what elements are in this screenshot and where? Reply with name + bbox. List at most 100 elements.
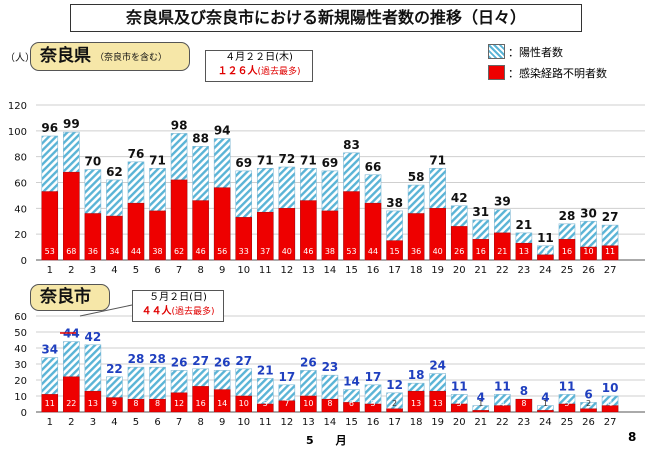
pref-x-tick-label: 12 <box>280 265 293 276</box>
pref-y-tick-label: 60 <box>14 179 27 190</box>
city-unknown-value-label: 22 <box>66 399 76 408</box>
pref-x-tick-label: 23 <box>518 265 531 276</box>
city-x-tick-label: 18 <box>410 417 423 428</box>
pref-unknown-value-label: 37 <box>260 247 270 256</box>
pref-positive-value-label: 96 <box>41 121 58 135</box>
pref-x-tick-label: 13 <box>302 265 315 276</box>
city-positive-value-label: 11 <box>451 379 468 393</box>
pref-bar-unknown <box>41 191 59 261</box>
pref-positive-value-label: 31 <box>472 205 489 219</box>
pref-bar-unknown <box>580 246 597 261</box>
pref-unknown-value-label: 36 <box>88 247 98 256</box>
city-x-tick-label: 7 <box>176 417 182 428</box>
city-positive-value-label: 17 <box>365 370 382 384</box>
pref-unknown-value-label: 56 <box>217 247 227 256</box>
pref-y-tick-label: 80 <box>14 153 27 164</box>
city-unknown-value-label: 5 <box>263 399 268 408</box>
pref-positive-value-label: 11 <box>537 231 554 245</box>
city-x-tick-label: 14 <box>324 417 337 428</box>
pref-positive-value-label: 39 <box>494 195 511 209</box>
pref-y-tick-label: 0 <box>21 256 27 267</box>
pref-positive-value-label: 94 <box>214 124 231 138</box>
pref-x-tick-label: 27 <box>604 265 617 276</box>
city-unknown-value-label: 11 <box>45 399 55 408</box>
pref-x-tick-label: 4 <box>111 265 117 276</box>
pref-x-tick-label: 15 <box>345 265 358 276</box>
pref-unknown-value-label: 44 <box>368 247 378 256</box>
pref-x-tick-label: 5 <box>133 265 139 276</box>
city-bar-unknown <box>235 395 252 413</box>
city-unknown-value-label: 5 <box>564 399 569 408</box>
pref-x-tick-label: 16 <box>367 265 380 276</box>
city-bar-unknown <box>170 392 188 413</box>
pref-positive-value-label: 27 <box>602 210 619 224</box>
city-positive-value-label: 26 <box>171 355 188 369</box>
y-unit-label: （人） <box>5 52 35 64</box>
city-unknown-value-label: 8 <box>521 399 526 408</box>
city-bar-unknown <box>278 400 296 413</box>
pref-positive-value-label: 38 <box>386 196 403 210</box>
legend: ：陽性者数 ：感染経路不明者数 <box>488 42 638 82</box>
city-x-tick-label: 8 <box>197 417 203 428</box>
city-x-tick-label: 21 <box>474 417 487 428</box>
city-unknown-value-label: 5 <box>457 399 462 408</box>
city-bar-unknown <box>494 405 511 413</box>
pref-note-suffix: (過去最多) <box>257 67 301 77</box>
pref-bar-unknown <box>558 239 576 261</box>
pref-x-tick-label: 18 <box>410 265 423 276</box>
city-bar-unknown <box>149 398 166 413</box>
city-unknown-value-label: 1 <box>478 399 483 408</box>
pref-positive-value-label: 70 <box>85 155 102 169</box>
city-note-value: ４４人 <box>141 306 172 317</box>
city-bar-unknown <box>537 410 554 413</box>
pref-x-tick-label: 19 <box>431 265 444 276</box>
city-unknown-value-label: 7 <box>284 399 289 408</box>
pref-unknown-value-label: 68 <box>66 247 76 256</box>
city-y-tick-label: 30 <box>14 360 27 371</box>
city-x-tick-label: 10 <box>237 417 250 428</box>
city-positive-value-label: 27 <box>192 354 209 368</box>
city-unknown-value-label: 13 <box>433 399 443 408</box>
pref-positive-value-label: 71 <box>300 153 317 167</box>
pref-unknown-value-label: 16 <box>476 247 486 256</box>
pref-positive-value-label: 62 <box>106 165 123 179</box>
city-x-tick-label: 17 <box>388 417 401 428</box>
pref-x-tick-label: 20 <box>453 265 466 276</box>
city-x-tick-label: 9 <box>219 417 225 428</box>
city-positive-value-label: 34 <box>41 343 58 357</box>
city-unknown-value-label: 4 <box>500 399 505 408</box>
city-bar-unknown <box>321 398 339 413</box>
pref-x-tick-label: 8 <box>197 265 203 276</box>
city-positive-value-label: 8 <box>520 384 528 398</box>
city-unknown-value-label: 8 <box>133 399 138 408</box>
pref-positive-value-label: 88 <box>192 131 209 145</box>
legend-positive-label: ：陽性者数 <box>508 46 563 59</box>
city-positive-value-label: 27 <box>235 354 252 368</box>
city-bar-unknown <box>343 402 360 413</box>
city-x-tick-label: 16 <box>367 417 380 428</box>
city-positive-value-label: 42 <box>85 330 102 344</box>
city-positive-value-label: 21 <box>257 363 274 377</box>
pref-bar-unknown <box>515 242 533 261</box>
pref-bar-unknown <box>106 215 123 261</box>
pref-unknown-value-label: 53 <box>45 247 55 256</box>
city-bar-unknown <box>472 410 490 413</box>
pref-unknown-value-label: 16 <box>562 247 572 256</box>
pref-positive-value-label: 69 <box>322 156 339 170</box>
city-positive-value-label: 6 <box>584 387 592 401</box>
city-x-tick-label: 20 <box>453 417 466 428</box>
pref-unknown-value-label: 38 <box>152 247 162 256</box>
pref-x-tick-label: 1 <box>47 265 53 276</box>
city-bar-unknown <box>213 389 231 413</box>
city-x-tick-label: 2 <box>68 417 74 428</box>
city-positive-value-label: 24 <box>429 359 446 373</box>
pref-bar-unknown <box>278 208 296 261</box>
city-x-tick-label: 1 <box>47 417 53 428</box>
city-x-tick-label: 26 <box>582 417 595 428</box>
city-unknown-value-label: 13 <box>411 399 421 408</box>
city-bar-unknown <box>127 398 145 413</box>
pref-positive-value-label: 28 <box>559 209 576 223</box>
pref-x-tick-label: 3 <box>90 265 96 276</box>
pref-unknown-value-label: 38 <box>325 247 335 256</box>
